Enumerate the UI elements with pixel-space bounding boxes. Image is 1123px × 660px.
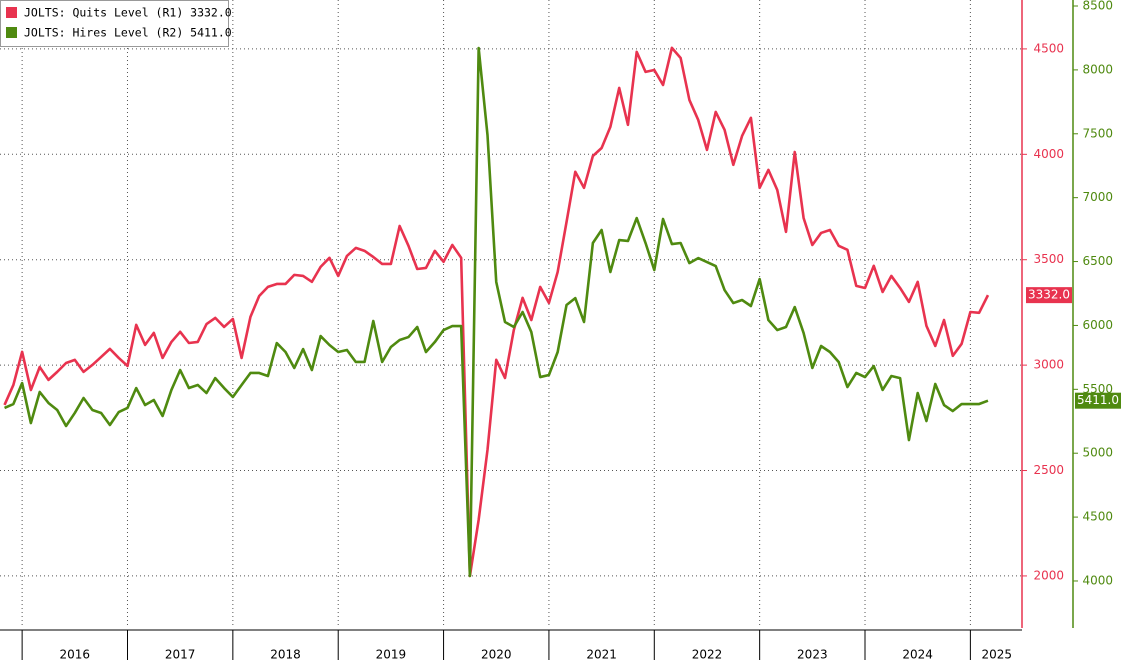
x-tick-label: 2023 xyxy=(797,648,828,660)
legend: JOLTS: Quits Level (R1) 3332.0 JOLTS: Hir… xyxy=(0,0,232,47)
end-label: 5411.0 xyxy=(1077,393,1119,407)
series-line xyxy=(3,46,989,578)
end-label: 3332.0 xyxy=(1028,288,1070,302)
y2-tick-label: 4500 xyxy=(1082,510,1113,524)
y-tick-label: 3500 xyxy=(1033,252,1064,266)
y-tick-label: 4000 xyxy=(1033,147,1064,161)
x-tick-label: 2021 xyxy=(586,648,617,660)
y2-tick-label: 8500 xyxy=(1082,0,1113,13)
x-tick-label: 2019 xyxy=(376,648,407,660)
y2-tick-label: 6000 xyxy=(1082,318,1113,332)
legend-swatch xyxy=(6,27,17,38)
x-tick-label: 2017 xyxy=(165,648,196,660)
legend-label: JOLTS: Hires Level (R2) 5411.0 xyxy=(24,26,232,40)
y2-tick-label: 4000 xyxy=(1082,573,1113,587)
x-tick-label: 2025 xyxy=(981,648,1012,660)
y2-tick-label: 5000 xyxy=(1082,446,1113,460)
series-line xyxy=(3,46,990,578)
y-tick-label: 2500 xyxy=(1033,463,1064,477)
end-label-box xyxy=(1026,287,1072,304)
x-tick-label: 2020 xyxy=(481,648,512,660)
y-tick-label: 2000 xyxy=(1033,568,1064,582)
x-tick-label: 2018 xyxy=(270,648,301,660)
y2-tick-label: 5500 xyxy=(1082,382,1113,396)
grid xyxy=(0,0,1022,628)
x-tick-label: 2024 xyxy=(902,648,933,660)
y2-tick-label: 8000 xyxy=(1082,62,1113,76)
x-tick-label: 2022 xyxy=(692,648,723,660)
legend-box xyxy=(0,0,229,47)
y2-tick-label: 6500 xyxy=(1082,254,1113,268)
y2-tick-label: 7000 xyxy=(1082,190,1113,204)
end-label-box xyxy=(1075,392,1121,409)
legend-label: JOLTS: Quits Level (R1) 3332.0 xyxy=(24,6,232,20)
y-tick-label: 3000 xyxy=(1033,358,1064,372)
legend-swatch xyxy=(6,7,17,18)
y-tick-label: 4500 xyxy=(1033,41,1064,55)
x-tick-label: 2016 xyxy=(60,648,91,660)
y2-tick-label: 7500 xyxy=(1082,126,1113,140)
plot xyxy=(3,46,990,578)
